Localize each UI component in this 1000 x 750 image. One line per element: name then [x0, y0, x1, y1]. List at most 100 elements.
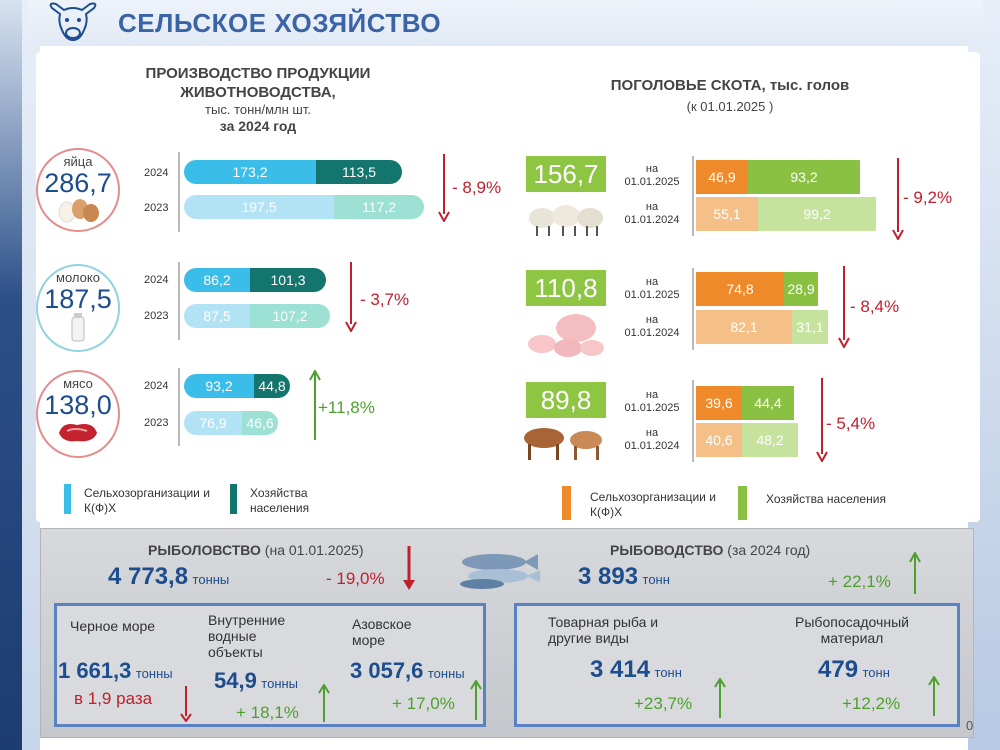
fishing-title-row: РЫБОЛОВСТВО (на 01.01.2025) — [148, 542, 364, 558]
cow-a-orgs-bar: 39,6 — [696, 386, 742, 420]
eggs-circle: яйца 286,7 — [36, 148, 120, 232]
livestock-header: ПОГОЛОВЬЕ СКОТА, тыс. голов (к 01.01.202… — [580, 76, 880, 114]
azov-sea-value: 3 057,6 — [350, 658, 424, 683]
livestock-legend-households-swatch — [738, 486, 747, 520]
meat-year-2024: 2024 — [144, 380, 169, 392]
stocking-material-up-arrow — [928, 676, 940, 716]
stocking-material-label: Рыбопосадочный материал — [795, 614, 909, 646]
stocking-material-value-row: 479 тонн — [818, 656, 890, 684]
azov-sea-up-arrow — [470, 680, 482, 720]
cow-a-households-bar: 44,4 — [742, 386, 794, 420]
pig-b-households-bar: 31,1 — [792, 310, 828, 344]
milk-total: 187,5 — [44, 284, 112, 314]
page-title: СЕЛЬСКОЕ ХОЗЯЙСТВО — [118, 8, 442, 38]
commercial-fish-change: +23,7% — [634, 694, 693, 713]
pig-a-orgs-bar: 74,8 — [696, 272, 784, 306]
production-header: ПРОИЗВОДСТВО ПРОДУКЦИИ ЖИВОТНОВОДСТВА, т… — [118, 64, 398, 136]
pig-b-orgs-bar: 82,1 — [696, 310, 792, 344]
pig-row-b-label: на 01.01.2024 — [624, 314, 680, 339]
black-sea-down-arrow — [180, 686, 192, 722]
cow-row-a-label: на 01.01.2025 — [624, 389, 680, 414]
livestock-title: ПОГОЛОВЬЕ СКОТА, тыс. голов — [610, 77, 850, 94]
meat-axis — [178, 368, 180, 446]
cow-down-arrow — [816, 378, 828, 462]
cow-icon — [524, 428, 602, 460]
commercial-fish-label: Товарная рыба и другие виды — [548, 614, 659, 646]
milk-bars-2024: 86,2 101,3 — [184, 268, 326, 292]
cow-total: 89,8 — [526, 382, 606, 418]
commercial-fish-value: 3 414 — [590, 656, 651, 683]
sheep-axis — [692, 156, 694, 236]
cow-axis — [692, 380, 694, 462]
production-title: ПРОИЗВОДСТВО ПРОДУКЦИИ ЖИВОТНОВОДСТВА, — [145, 65, 371, 101]
milk-circle: молоко 187,5 — [36, 264, 120, 352]
meat-bars-2023: 76,9 46,6 — [184, 411, 278, 435]
cow-row-b-label: на 01.01.2024 — [624, 427, 680, 452]
legend-orgs-label: Сельхозорганизации и К(Ф)Х — [84, 486, 210, 515]
black-sea-unit: тонны — [135, 666, 173, 681]
fishfarming-change: + 22,1% — [828, 572, 891, 591]
inland-waters-up-arrow — [318, 684, 330, 722]
milk-icon — [71, 313, 85, 342]
eggs-axis — [178, 152, 180, 232]
inland-waters-change: + 18,1% — [236, 703, 299, 722]
sheep-bars-a: 46,9 93,2 — [696, 160, 860, 194]
eggs-year-2023: 2023 — [144, 202, 169, 214]
fishing-total: 4 773,8 — [108, 563, 189, 590]
sheep-row-a-label: на 01.01.2025 — [624, 163, 680, 188]
fishing-breakdown-box — [54, 603, 486, 727]
milk-axis — [178, 262, 180, 340]
sheep-down-arrow — [892, 158, 904, 240]
black-sea-label: Черное море — [70, 618, 156, 634]
stocking-material-value: 479 — [818, 656, 859, 683]
pig-total: 110,8 — [526, 270, 606, 306]
production-unit: тыс. тонн/млн шт. — [205, 102, 311, 117]
eggs-total: 286,7 — [44, 168, 112, 198]
livestock-legend-households-label: Хозяйства населения — [766, 492, 886, 506]
inland-waters-value-row: 54,9 тонны — [214, 668, 298, 694]
legend-households-label: Хозяйства населения — [250, 486, 310, 515]
pig-axis — [692, 268, 694, 350]
commercial-fish-up-arrow — [714, 678, 726, 718]
eggs-bars-2023: 197,5 117,2 — [184, 195, 424, 219]
meat-year-2023: 2023 — [144, 417, 169, 429]
milk-change: - 3,7% — [360, 290, 410, 309]
legend-households-swatch — [230, 484, 237, 514]
inland-waters-value: 54,9 — [214, 668, 257, 693]
inland-waters-label: Внутренние водные объекты — [208, 612, 286, 660]
pig-down-arrow — [838, 266, 850, 348]
azov-sea-unit: тонны — [427, 666, 465, 681]
sheep-icon — [529, 205, 603, 236]
eggs-year-2024: 2024 — [144, 167, 169, 179]
inland-waters-unit: тонны — [261, 676, 299, 691]
meat-circle: мясо 138,0 — [36, 370, 120, 458]
meat-up-arrow — [309, 370, 321, 440]
cow-head-icon — [44, 0, 102, 44]
pig-a-households-bar: 28,9 — [784, 272, 818, 306]
eggs-2023-orgs-bar: 197,5 — [184, 195, 334, 219]
black-sea-change: в 1,9 раза — [74, 689, 153, 708]
meat-2023-orgs-bar: 76,9 — [184, 411, 242, 435]
eggs-down-arrow — [438, 154, 450, 222]
pig-icon — [528, 314, 604, 357]
milk-year-2023: 2023 — [144, 310, 169, 322]
left-stripe — [0, 0, 22, 750]
fishfarming-total-row: 3 893 тонн — [578, 563, 670, 591]
header-bar — [28, 0, 983, 46]
milk-label: молоко — [56, 270, 100, 285]
pig-row-a-label: на 01.01.2025 — [624, 276, 680, 301]
meat-2023-households-bar: 46,6 — [242, 411, 278, 435]
milk-2024-households-bar: 101,3 — [250, 268, 326, 292]
fishing-change: - 19,0% — [326, 569, 385, 588]
milk-2023-households-bar: 107,2 — [250, 304, 330, 328]
fishfarming-breakdown-box — [514, 603, 960, 727]
livestock-legend-orgs-label: Сельхозорганизации и К(Ф)Х — [590, 490, 716, 519]
fishfarming-total: 3 893 — [578, 563, 639, 590]
pig-change: - 8,4% — [850, 297, 900, 316]
sheep-b-households-bar: 99,2 — [758, 197, 876, 231]
cow-b-households-bar: 48,2 — [742, 423, 798, 457]
eggs-label: яйца — [63, 154, 93, 169]
sheep-a-households-bar: 93,2 — [748, 160, 860, 194]
stocking-material-unit: тонн — [862, 665, 890, 680]
cow-b-orgs-bar: 40,6 — [696, 423, 742, 457]
